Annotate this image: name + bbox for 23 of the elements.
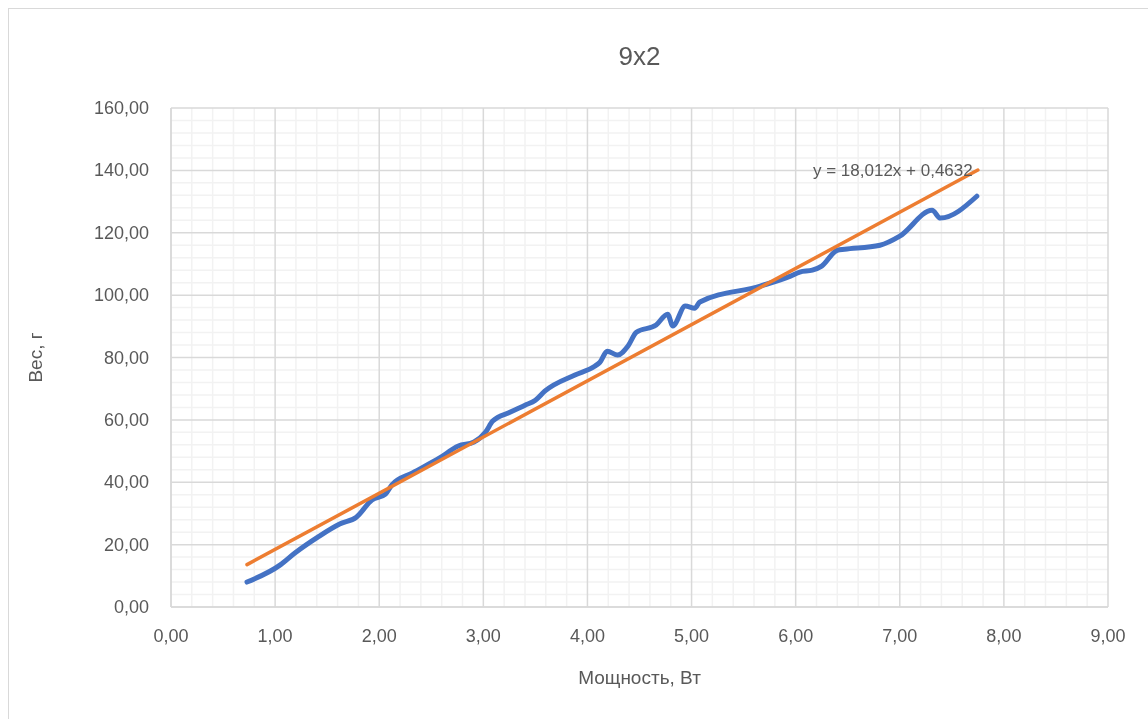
x-tick-label: 3,00 [465, 626, 501, 646]
x-tick-label: 4,00 [569, 626, 605, 646]
y-tick-label: 160,00 [93, 98, 149, 118]
y-tick-label: 140,00 [93, 160, 149, 181]
x-tick-label: 1,00 [257, 626, 293, 646]
x-tick-label: 0,00 [153, 626, 189, 646]
chart-title: 9x2 [618, 41, 661, 71]
y-tick-label: 120,00 [93, 222, 149, 243]
x-tick-label: 2,00 [361, 626, 397, 646]
x-axis-title: Мощность, Вт [578, 667, 702, 688]
x-tick-label: 8,00 [986, 626, 1022, 646]
y-axis-title: Вес, г [25, 332, 46, 383]
x-tick-label: 5,00 [674, 626, 710, 646]
x-tick-label: 7,00 [882, 626, 918, 646]
y-tick-label: 0,00 [113, 597, 149, 617]
x-tick-label: 6,00 [778, 626, 814, 646]
y-tick-label: 60,00 [103, 409, 149, 430]
y-tick-label: 100,00 [93, 285, 149, 306]
y-tick-label: 40,00 [103, 472, 149, 493]
annotation: y = 18,012x + 0,4632 [812, 161, 973, 181]
y-tick-label: 80,00 [103, 347, 149, 368]
y-tick-label: 20,00 [103, 534, 149, 555]
x-tick-label: 9,00 [1090, 626, 1126, 646]
